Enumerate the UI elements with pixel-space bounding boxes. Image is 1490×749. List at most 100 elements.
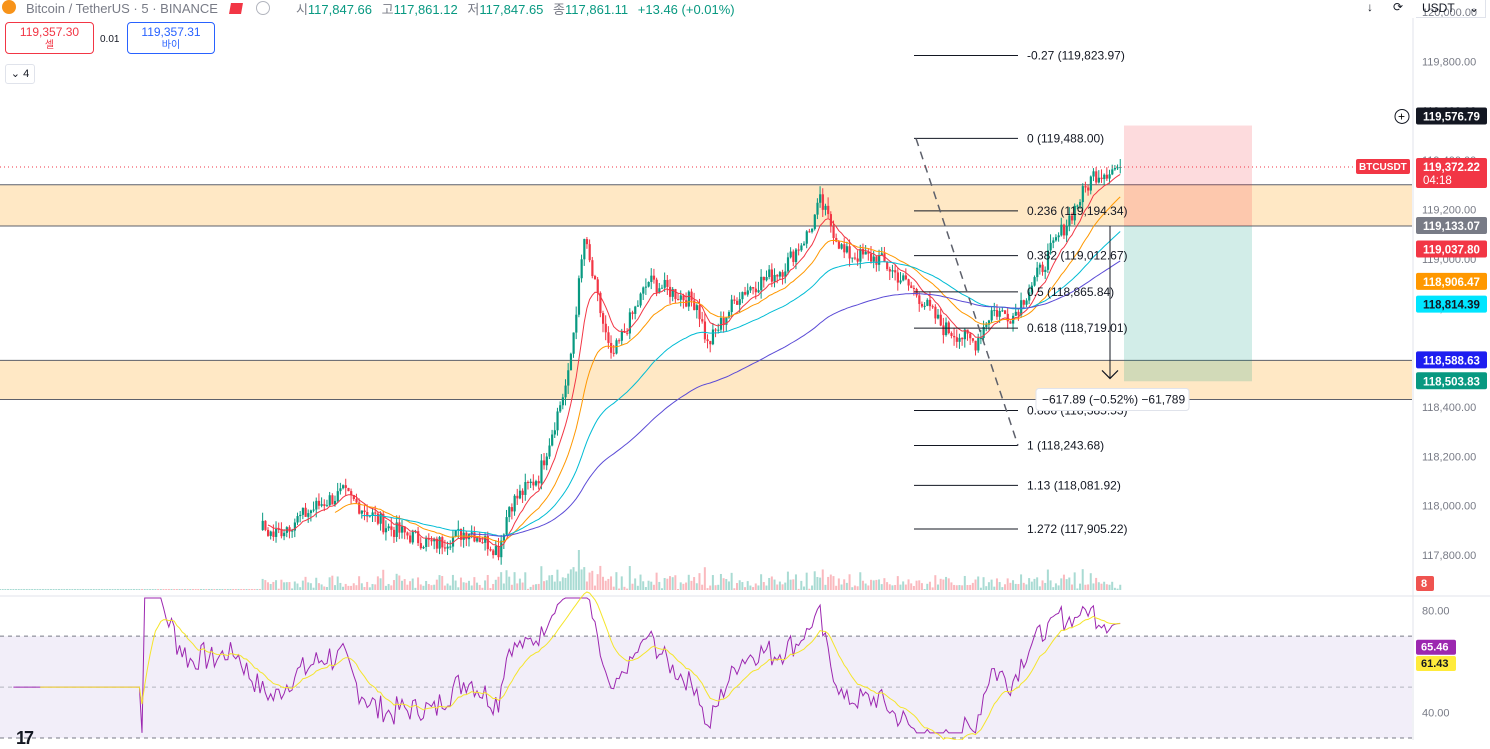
candle [1044,266,1047,280]
candle [261,512,264,531]
candle-body [870,253,873,262]
candle [567,363,570,394]
price-axis-tick: 118,400.00 [1422,402,1476,414]
volume-bar [339,582,342,590]
volume-bar [433,584,436,590]
volume-bar [719,573,722,590]
candle-body [398,522,401,533]
candle-body [902,275,905,281]
candle [264,520,267,532]
volume-bar [1022,582,1025,590]
candle [328,491,331,507]
candle [577,275,581,318]
candle [331,493,334,505]
candle [669,279,672,304]
volume-bar [776,584,779,590]
candle-body [446,546,449,549]
candle [918,292,921,312]
candle-body [757,290,760,293]
flag-icon[interactable] [228,2,243,14]
candle-body [269,531,272,536]
volume-bar [1065,579,1068,590]
candle-body [963,329,966,340]
candle-body [824,205,827,210]
volume-bar [41,589,44,590]
volume-bar [642,581,645,590]
download-arrow-icon[interactable]: ↓ [1367,0,1373,14]
volume-bar [28,589,31,590]
candle [363,504,366,521]
volume-bar [856,586,859,590]
volume-bar [918,580,921,590]
candle [384,520,388,541]
buy-button[interactable]: 119,357.31 바이 [127,22,215,54]
candle-body [642,287,645,294]
fib-level-label: 0.382 (119,012.67) [1027,249,1128,263]
sell-button[interactable]: 119,357.30 셀 [5,22,94,54]
candle-body [939,314,942,326]
candle [540,454,543,490]
volume-bar [883,578,886,590]
candle-body [564,385,567,398]
candle-body [845,246,849,253]
candle [821,188,824,217]
volume-bar [457,587,460,590]
candle [427,533,430,547]
candle-body [602,313,605,324]
candle [840,243,843,250]
volume-bar [1004,584,1006,590]
price-label-value: 118,503.83 [1423,376,1480,388]
candle-body [888,269,891,272]
candle [1076,204,1079,210]
price-axis-tick: 117,800.00 [1422,550,1476,562]
volume-bar [334,585,336,590]
candle [993,302,996,317]
candle [293,518,296,538]
candle-body [859,248,862,262]
volume-bar [216,589,219,590]
volume-bar [1036,577,1039,590]
candle [459,528,463,547]
candle [1103,173,1106,186]
symbol-title[interactable]: Bitcoin / TetherUS · 5 · BINANCE [26,0,218,16]
volume-bar [76,589,79,590]
candle [543,453,546,470]
measure-arrow-icon [1101,370,1119,380]
volume-bar [789,579,792,590]
volume-bar [644,587,647,590]
candle [864,245,867,255]
candle [1097,170,1100,184]
currency-select[interactable]: USDT ⌄ [1416,0,1486,18]
candle [417,526,420,547]
volume-bar [344,583,347,590]
volume-bar [717,584,720,590]
candle [406,531,409,540]
volume-bar [39,589,42,590]
price-axis-tick: 119,800.00 [1422,56,1476,68]
sync-icon[interactable]: ⟳ [1392,0,1404,14]
volume-bar [674,575,677,590]
volume-bar [540,566,543,590]
fib-level-label: 0 (119,488.00) [1027,131,1104,145]
candle [419,537,422,550]
volume-bar [564,577,567,590]
candle-body [478,538,481,543]
volume-bar [12,589,15,590]
price-label-tag [1416,107,1487,125]
volume-bar [502,583,505,590]
candle-body [577,278,581,315]
candle-body [484,536,487,543]
volume-bar [749,585,752,590]
candle [1036,261,1039,282]
candle [727,310,731,319]
candle [1105,167,1109,181]
candle-body [803,243,806,246]
volume-bar [878,579,881,590]
indicator-collapse-button[interactable]: ⌄ 4 [5,64,35,84]
volume-bar [317,583,320,590]
candle-body [931,306,934,308]
candle-body [518,490,522,499]
candle-body [926,299,929,306]
candle-body [663,279,666,288]
